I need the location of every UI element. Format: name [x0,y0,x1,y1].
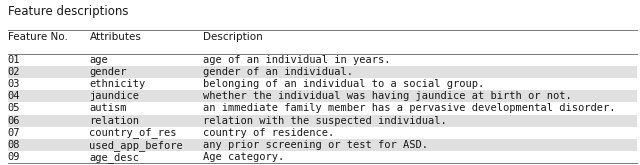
Text: 01: 01 [8,55,20,65]
Text: 07: 07 [8,128,20,138]
Bar [8,66,637,78]
Bar [8,54,637,66]
Bar [8,151,637,163]
Text: 03: 03 [8,79,20,89]
Text: belonging of an individual to a social group.: belonging of an individual to a social g… [203,79,484,89]
Text: Feature descriptions: Feature descriptions [8,5,128,18]
Text: age_desc: age_desc [90,152,140,163]
Bar [8,139,637,151]
Text: age of an individual in years.: age of an individual in years. [203,55,390,65]
Text: 06: 06 [8,116,20,126]
Text: Attributes: Attributes [90,32,141,42]
Text: Feature No.: Feature No. [8,32,68,42]
Text: autism: autism [90,103,127,114]
Text: an immediate family member has a pervasive developmental disorder.: an immediate family member has a pervasi… [203,103,615,114]
Text: any prior screening or test for ASD.: any prior screening or test for ASD. [203,140,428,150]
Text: gender: gender [90,67,127,77]
Text: country_of_res: country_of_res [90,127,177,138]
Bar [8,127,637,139]
Text: gender of an individual.: gender of an individual. [203,67,353,77]
Text: relation with the suspected individual.: relation with the suspected individual. [203,116,447,126]
Text: used_app_before: used_app_before [90,140,183,150]
Text: age: age [90,55,108,65]
Bar [8,78,637,90]
Bar [8,102,637,115]
Text: Description: Description [203,32,262,42]
Text: relation: relation [90,116,140,126]
Text: 09: 09 [8,152,20,162]
Bar [8,115,637,127]
Text: 02: 02 [8,67,20,77]
Text: 05: 05 [8,103,20,114]
Text: 08: 08 [8,140,20,150]
Text: whether the individual was having jaundice at birth or not.: whether the individual was having jaundi… [203,91,572,101]
Bar [8,90,637,102]
Text: Age category.: Age category. [203,152,284,162]
Text: 04: 04 [8,91,20,101]
Text: ethnicity: ethnicity [90,79,146,89]
Text: jaundice: jaundice [90,91,140,101]
Text: country of residence.: country of residence. [203,128,334,138]
